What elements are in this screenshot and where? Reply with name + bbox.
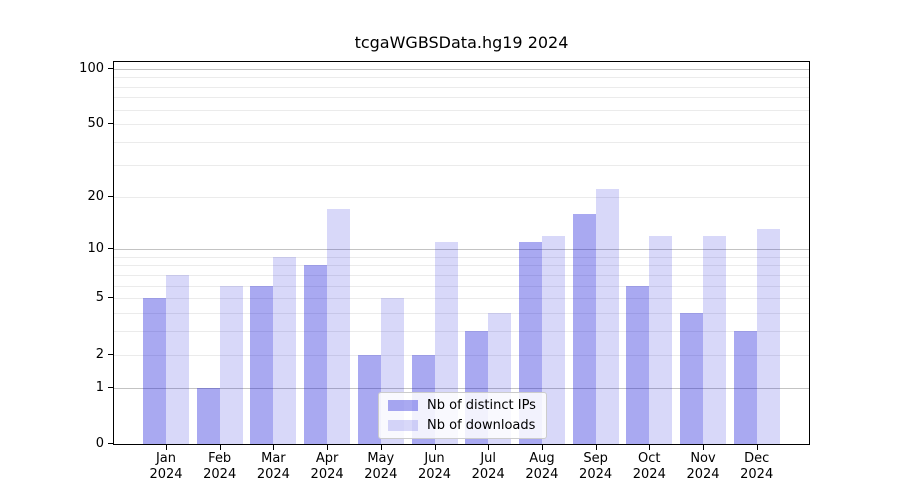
y-tick-mark-1 [108,386,113,388]
x-tick-label-dec: Dec 2024 [740,451,774,482]
legend-entry-downloads: Nb of downloads [388,418,536,433]
x-tick-label-apr: Apr 2024 [310,451,344,482]
bar-downloads-oct [649,235,673,444]
bar-downloads-mar [273,256,297,444]
gridline-major-100 [114,68,809,70]
x-tick-mark-may [380,445,382,450]
gridline-major-10 [114,249,809,251]
x-tick-label-oct: Oct 2024 [632,451,666,482]
x-tick-mark-nov [703,445,704,450]
x-tick-label-aug: Aug 2024 [525,451,559,482]
bar-downloads-nov [703,235,726,444]
gridline-minor-40 [114,142,809,144]
y-tick-label-10: 10 [87,241,104,257]
x-tick-label-jun: Jun 2024 [417,451,452,482]
y-tick-label-1: 1 [95,379,104,395]
y-tick-label-2: 2 [95,346,104,362]
legend-swatch-downloads [388,420,418,431]
bar-ips-may [357,354,381,444]
x-tick-mark-jan [166,445,167,450]
y-tick-label-20: 20 [87,188,104,204]
y-tick-mark-20 [108,195,113,197]
bar-downloads-dec [756,229,780,444]
bar-ips-sep [572,213,596,444]
y-tick-mark-5 [108,297,113,299]
gridline-minor-9 [114,256,809,258]
gridline-minor-30 [114,164,809,166]
x-tick-label-feb: Feb 2024 [203,451,237,482]
x-tick-mark-jul [488,445,490,450]
y-tick-mark-100 [108,67,113,69]
x-tick-label-may: May 2024 [364,451,398,482]
bar-ips-dec [733,331,757,444]
x-tick-label-sep: Sep 2024 [579,451,613,482]
bar-downloads-apr [327,209,351,444]
y-tick-mark-0 [108,443,113,444]
gridline-minor-8 [114,265,809,267]
plot-area: Nb of distinct IPs Nb of downloads [113,61,810,445]
y-tick-mark-10 [108,248,113,250]
x-tick-mark-jun [434,445,436,450]
gridline-minor-50 [114,124,809,126]
y-tick-label-100: 100 [79,60,104,76]
bar-downloads-feb [219,285,243,444]
gridline-minor-4 [114,313,809,315]
bar-downloads-jan [166,274,189,444]
gridline-minor-70 [114,97,809,99]
gridline-minor-20 [114,196,809,198]
x-tick-label-jan: Jan 2024 [149,451,183,482]
gridline-minor-6 [114,285,809,287]
bar-ips-jan [143,298,166,444]
bar-ips-oct [626,285,650,444]
bar-ips-mar [250,285,274,444]
legend-swatch-distinct-ips [388,400,418,411]
x-tick-label-nov: Nov 2024 [686,451,720,482]
bar-ips-nov [680,313,703,444]
y-tick-label-0: 0 [95,436,104,451]
gridline-minor-7 [114,274,809,276]
bar-ips-apr [304,265,328,444]
x-tick-label-jul: Jul 2024 [471,451,505,482]
legend-label-distinct-ips: Nb of distinct IPs [427,398,536,413]
chart-title: tcgaWGBSData.hg19 2024 [354,33,569,52]
gridline-minor-90 [114,77,809,79]
x-tick-mark-aug [541,445,543,450]
x-tick-mark-feb [219,445,221,450]
legend-label-downloads: Nb of downloads [427,418,536,433]
legend-entry-distinct-ips: Nb of distinct IPs [388,398,536,413]
x-tick-mark-oct [649,445,651,450]
x-tick-mark-mar [273,445,275,450]
bar-downloads-sep [595,189,619,444]
y-tick-label-5: 5 [95,290,104,306]
y-tick-mark-50 [108,123,113,125]
x-tick-mark-dec [756,445,758,450]
x-tick-label-mar: Mar 2024 [256,451,290,482]
legend: Nb of distinct IPs Nb of downloads [378,392,547,439]
y-tick-label-50: 50 [87,116,104,132]
bar-downloads-aug [541,235,565,444]
gridline-minor-60 [114,109,809,111]
gridline-minor-80 [114,86,809,88]
gridline-minor-5 [114,298,809,300]
y-tick-mark-2 [108,353,113,355]
gridline-major-1 [114,387,809,389]
bar-ips-feb [196,387,220,444]
gridline-minor-2 [114,354,809,356]
x-tick-mark-apr [327,445,329,450]
gridline-minor-3 [114,331,809,333]
x-tick-mark-sep [595,445,597,450]
